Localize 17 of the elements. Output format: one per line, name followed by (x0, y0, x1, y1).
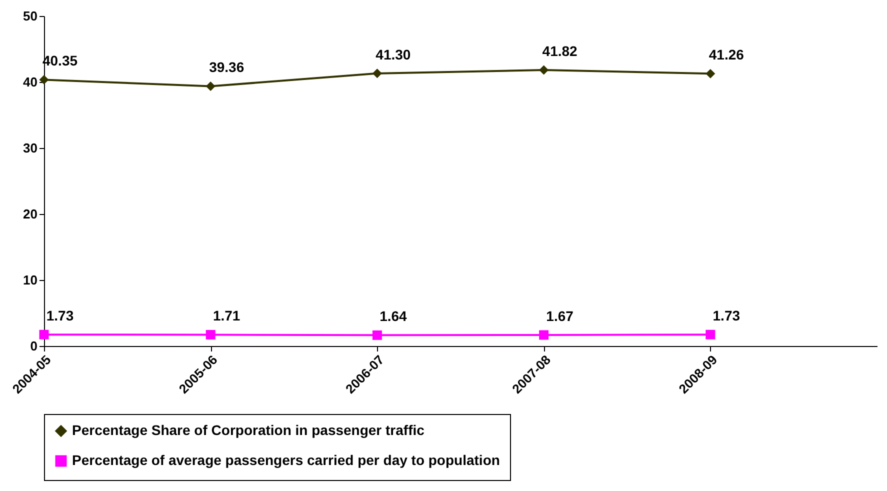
y-tick-label: 50 (23, 8, 38, 24)
data-label: 1.67 (546, 308, 574, 324)
data-label: 39.36 (209, 59, 244, 76)
data-label: 41.82 (542, 42, 578, 59)
data-label: 1.73 (46, 308, 74, 324)
y-tick-label: 10 (23, 272, 38, 288)
y-tick-label: 30 (23, 140, 38, 156)
y-tick-label: 20 (23, 206, 38, 222)
data-label: 41.30 (376, 46, 411, 62)
legend-label: Percentage of average passengers carried per day to population (72, 452, 500, 468)
data-label: 1.73 (712, 308, 740, 324)
data-label: 1.71 (212, 308, 240, 324)
data-label: 41.26 (708, 46, 744, 63)
legend-label: Percentage Share of Corporation in passenger traffic (72, 422, 425, 438)
y-tick-label: 40 (23, 74, 38, 90)
data-label: 1.64 (380, 308, 408, 324)
y-tick-label: 0 (30, 338, 38, 354)
